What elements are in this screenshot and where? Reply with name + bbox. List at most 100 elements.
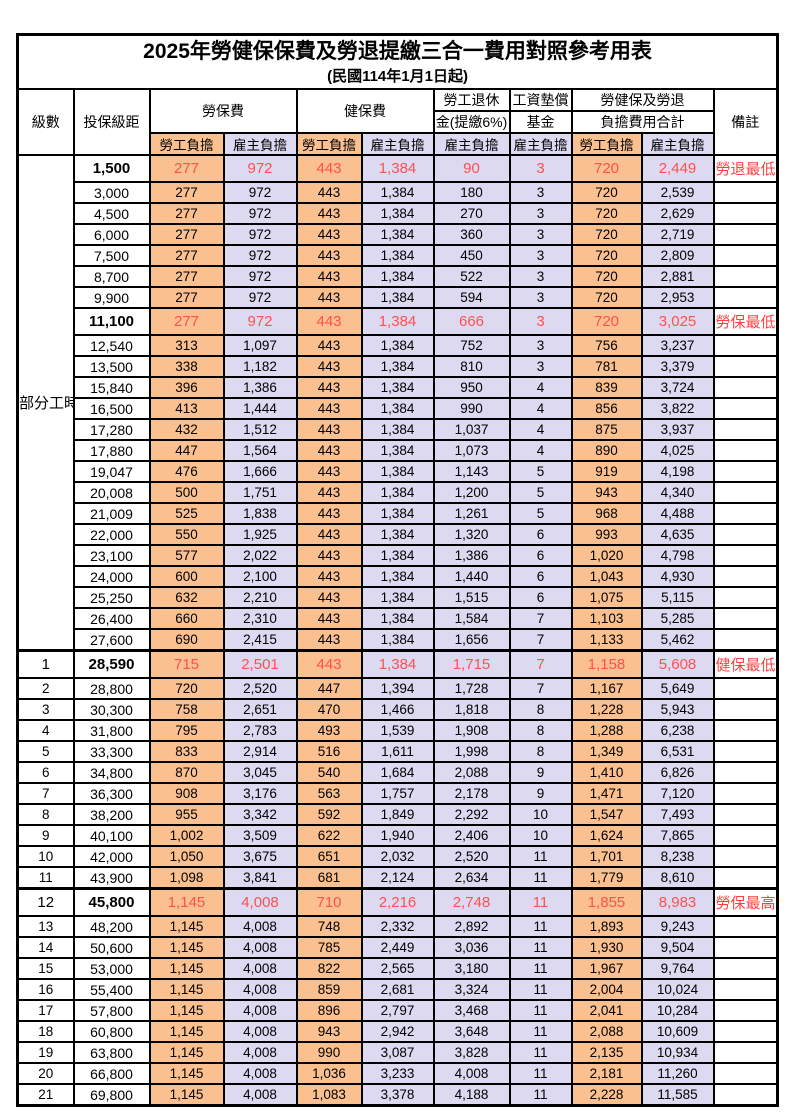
total-employer-cell: 11,260 [640, 1062, 715, 1085]
pension-employer-cell: 594 [432, 286, 511, 309]
health-employee-cell: 443 [295, 586, 363, 609]
total-employee-cell: 1,410 [570, 761, 643, 784]
level-cell: 10 [16, 845, 75, 868]
health-employer-cell: 1,384 [360, 502, 435, 525]
table-row: 2 28,800 720 2,520 447 1,394 1,728 7 1,167 5,649 [16, 677, 779, 700]
col-header-total-line1: 勞健保及勞退 [570, 88, 715, 112]
labor-employee-cell: 1,098 [148, 866, 225, 890]
total-employee-cell: 2,088 [570, 1020, 643, 1043]
labor-employer-cell: 2,022 [222, 544, 298, 567]
col-header-wage-fund-line1: 工資墊償 [508, 88, 573, 112]
pension-employer-cell: 1,656 [432, 628, 511, 652]
labor-employee-cell: 1,145 [148, 1041, 225, 1064]
health-employee-cell: 592 [295, 803, 363, 826]
wage-fund-employer-cell: 11 [508, 915, 573, 938]
labor-employer-cell: 1,386 [222, 376, 298, 399]
health-employer-cell: 1,384 [360, 607, 435, 630]
total-employee-cell: 919 [570, 460, 643, 483]
pension-employer-cell: 810 [432, 355, 511, 378]
total-employee-cell: 720 [570, 286, 643, 309]
labor-employee-cell: 690 [148, 628, 225, 652]
labor-employee-cell: 1,145 [148, 957, 225, 980]
header-row-2: 金(提繳6%) 基金 負擔費用合計 [18, 110, 778, 134]
labor-employer-cell: 972 [222, 244, 298, 267]
subheader-total-employer: 雇主負擔 [640, 132, 715, 156]
wage-fund-employer-cell: 3 [508, 334, 573, 357]
health-employer-cell: 1,384 [360, 334, 435, 357]
health-employer-cell: 3,378 [360, 1083, 435, 1107]
health-employee-cell: 443 [295, 460, 363, 483]
total-employee-cell: 1,930 [570, 936, 643, 959]
labor-employer-cell: 4,008 [222, 1041, 298, 1064]
health-employee-cell: 443 [295, 628, 363, 652]
total-employee-cell: 720 [570, 181, 643, 204]
bracket-cell: 7,500 [72, 244, 151, 267]
col-header-pension-line2: 金(提繳6%) [432, 110, 511, 134]
health-employer-cell: 2,942 [360, 1020, 435, 1043]
wage-fund-employer-cell: 3 [508, 202, 573, 225]
health-employee-cell: 443 [295, 649, 363, 679]
total-employer-cell: 7,120 [640, 782, 715, 805]
total-employer-cell: 8,610 [640, 866, 715, 890]
health-employee-cell: 443 [295, 154, 363, 183]
level-cell: 12 [16, 887, 75, 917]
table-row: 6,000 277 972 443 1,384 360 3 720 2,719 [18, 223, 779, 246]
total-employer-cell: 8,238 [640, 845, 715, 868]
pension-employer-cell: 270 [432, 202, 511, 225]
bracket-cell: 23,100 [72, 544, 151, 567]
health-employee-cell: 651 [295, 845, 363, 868]
labor-employer-cell: 3,841 [222, 866, 298, 890]
note-cell [712, 334, 779, 357]
health-employee-cell: 443 [295, 307, 363, 336]
wage-fund-employer-cell: 10 [508, 803, 573, 826]
pension-employer-cell: 3,648 [432, 1020, 511, 1043]
table-row: 18 60,800 1,145 4,008 943 2,942 3,648 11 2,088 10… [16, 1020, 779, 1043]
labor-employer-cell: 2,100 [222, 565, 298, 588]
bracket-cell: 66,800 [72, 1062, 151, 1085]
total-employer-cell: 2,881 [640, 265, 715, 288]
labor-employer-cell: 3,509 [222, 824, 298, 847]
pension-employer-cell: 1,320 [432, 523, 511, 546]
health-employee-cell: 748 [295, 915, 363, 938]
total-employee-cell: 968 [570, 502, 643, 525]
note-cell [712, 915, 779, 938]
total-employee-cell: 720 [570, 307, 643, 336]
health-employer-cell: 1,384 [360, 286, 435, 309]
total-employee-cell: 1,103 [570, 607, 643, 630]
labor-employer-cell: 1,182 [222, 355, 298, 378]
premium-comparison-table: 2025年勞健保保費及勞退提繳三合一費用對照參考用表 (民國114年1月1日起)… [16, 33, 780, 1107]
total-employer-cell: 11,585 [640, 1083, 715, 1107]
total-employer-cell: 5,462 [640, 628, 715, 652]
labor-employer-cell: 4,008 [222, 915, 298, 938]
health-employee-cell: 1,036 [295, 1062, 363, 1085]
health-employee-cell: 443 [295, 265, 363, 288]
page-subtitle: (民國114年1月1日起) [327, 67, 468, 85]
wage-fund-employer-cell: 3 [508, 307, 573, 336]
bracket-cell: 17,280 [72, 418, 151, 441]
total-employee-cell: 1,288 [570, 719, 643, 742]
total-employer-cell: 5,943 [640, 698, 715, 721]
bracket-cell: 38,200 [72, 803, 151, 826]
health-employee-cell: 470 [295, 698, 363, 721]
total-employee-cell: 875 [570, 418, 643, 441]
level-cell: 17 [16, 999, 75, 1022]
health-employee-cell: 443 [295, 607, 363, 630]
pension-employer-cell: 2,178 [432, 782, 511, 805]
pension-employer-cell: 1,584 [432, 607, 511, 630]
total-employer-cell: 5,649 [640, 677, 715, 700]
labor-employee-cell: 432 [148, 418, 225, 441]
wage-fund-employer-cell: 4 [508, 397, 573, 420]
bracket-cell: 4,500 [72, 202, 151, 225]
title-row: 2025年勞健保保費及勞退提繳三合一費用對照參考用表 (民國114年1月1日起) [16, 33, 779, 90]
labor-employer-cell: 4,008 [222, 1020, 298, 1043]
total-employee-cell: 720 [570, 202, 643, 225]
labor-employer-cell: 3,342 [222, 803, 298, 826]
labor-employer-cell: 3,045 [222, 761, 298, 784]
table-row: 6 34,800 870 3,045 540 1,684 2,088 9 1,410 6,826 [16, 761, 779, 784]
pension-employer-cell: 1,728 [432, 677, 511, 700]
wage-fund-employer-cell: 11 [508, 887, 573, 917]
labor-employer-cell: 972 [222, 307, 298, 336]
total-employer-cell: 6,826 [640, 761, 715, 784]
health-employer-cell: 1,384 [360, 223, 435, 246]
health-employer-cell: 2,797 [360, 999, 435, 1022]
